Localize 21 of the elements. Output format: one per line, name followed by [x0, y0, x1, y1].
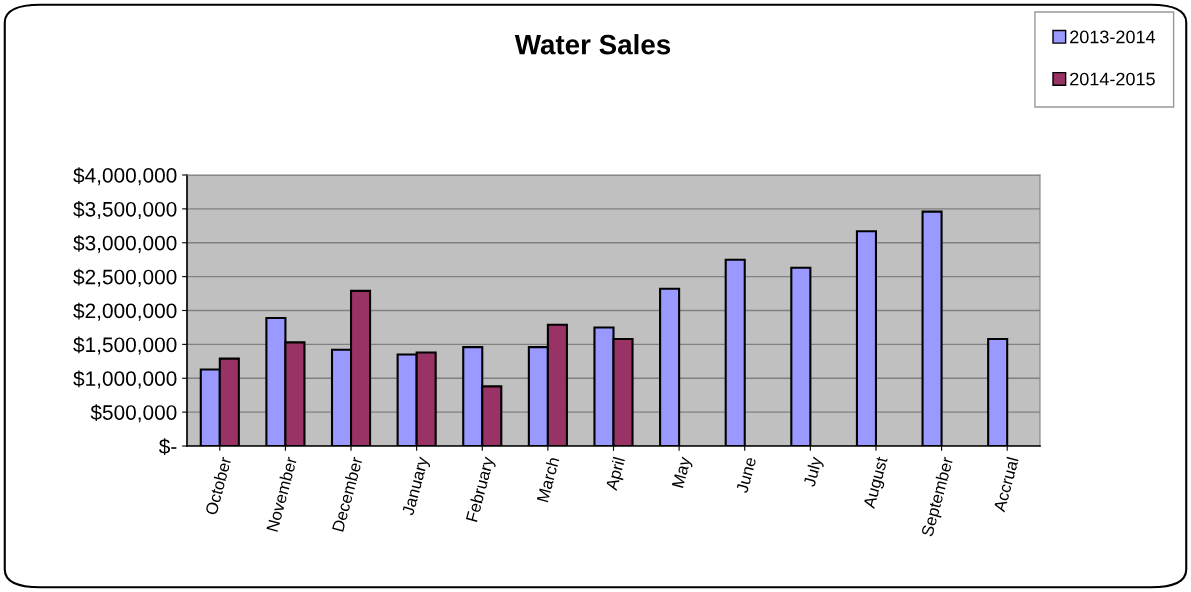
- y-tick-label: $500,000: [90, 404, 177, 423]
- y-tick-label: $3,000,000: [73, 234, 177, 253]
- x-tick-label: March: [536, 456, 560, 503]
- x-tick-label: October: [204, 455, 232, 516]
- x-tick-label: January: [401, 455, 432, 517]
- y-tick-label: $2,000,000: [73, 302, 177, 321]
- x-tick-label: August: [863, 456, 891, 510]
- legend-label: 2013-2014: [1070, 30, 1156, 44]
- legend-label: 2014-2015: [1070, 72, 1155, 86]
- y-tick-label: $-: [158, 438, 177, 455]
- y-tick-label: $4,000,000: [73, 167, 177, 186]
- y-tick-label: $1,000,000: [73, 370, 177, 389]
- x-tick-label: Accrual: [992, 456, 1019, 513]
- chart-title: Water Sales: [514, 34, 671, 55]
- x-tick-label: June: [736, 456, 757, 494]
- y-tick-label: $1,500,000: [73, 336, 177, 355]
- x-tick-label: May: [671, 455, 695, 489]
- y-tick-label: $2,500,000: [73, 268, 177, 287]
- y-tick-label: $3,500,000: [73, 201, 177, 220]
- x-tick-label: July: [802, 455, 826, 489]
- x-tick-label: April: [604, 456, 629, 492]
